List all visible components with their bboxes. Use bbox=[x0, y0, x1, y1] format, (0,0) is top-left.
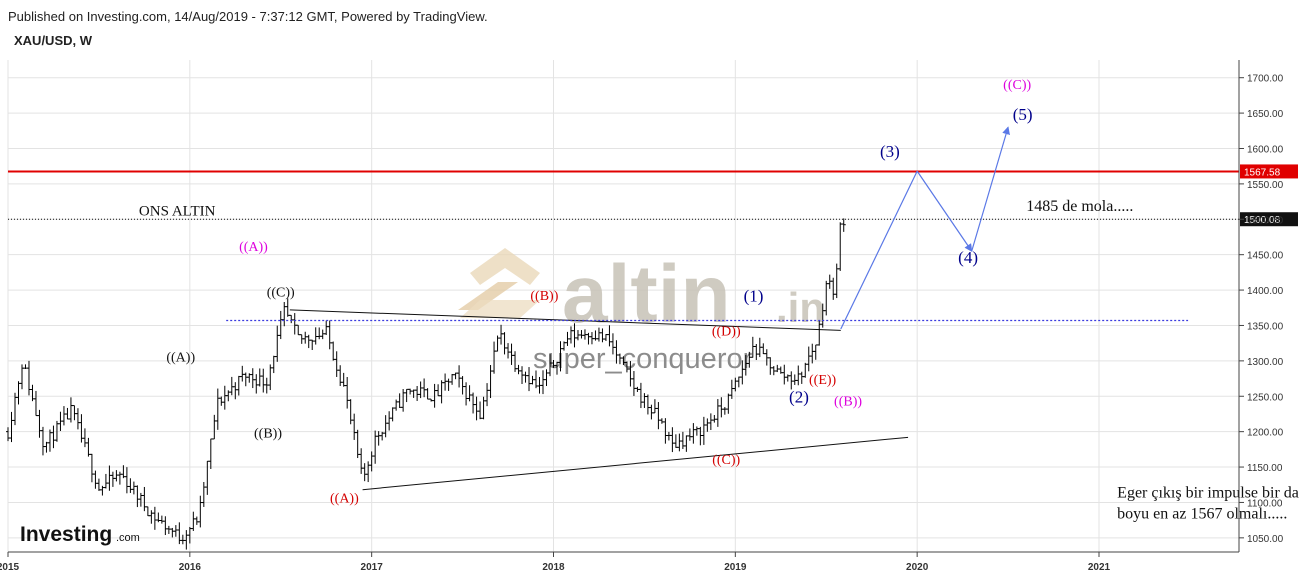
axes: 1050.00 1100.00 1150.00 1200.00 1250.00 1300.… bbox=[0, 60, 1284, 573]
horizontal-levels: 1567.58 1500.08 bbox=[8, 164, 1298, 322]
investing-logo: Investing .com bbox=[20, 523, 140, 546]
y-tick-label: 1550.00 bbox=[1247, 180, 1284, 191]
watermark-domain: .in bbox=[776, 284, 825, 331]
annotation-text: 1485 de mola..... bbox=[1026, 198, 1133, 215]
wave-labels: ((A)) ((B)) ((C)) ((A)) ((B)) ((C)) ((D)) ((E))… bbox=[166, 78, 1032, 506]
wave-label: ((C)) bbox=[1003, 78, 1031, 93]
y-tick-label: 1150.00 bbox=[1247, 463, 1283, 474]
price-tag bbox=[1240, 212, 1298, 227]
published-caption: Published on Investing.com, 14/Aug/2019 … bbox=[8, 9, 488, 24]
projection-segment bbox=[916, 170, 973, 252]
y-tick-label: 1200.00 bbox=[1247, 428, 1284, 439]
x-tick-label: 2015 bbox=[0, 562, 20, 573]
trendline bbox=[289, 309, 841, 331]
wave-label: (3) bbox=[880, 142, 900, 161]
symbol-title: XAU/USD, W bbox=[14, 33, 92, 48]
y-tick-label: 1400.00 bbox=[1247, 286, 1284, 297]
projection-segment bbox=[840, 170, 918, 330]
investing-logo-text: Investing bbox=[20, 523, 112, 546]
price-tag-label: 1567.58 bbox=[1244, 167, 1281, 178]
y-tick-label: 1700.00 bbox=[1247, 74, 1284, 85]
wave-label: ((B)) bbox=[254, 426, 282, 441]
wave-label: (2) bbox=[789, 388, 809, 407]
annotation-text: boyu en az 1567 olmalı..... bbox=[1117, 506, 1287, 523]
watermark-user: super_conqueror bbox=[533, 343, 753, 375]
y-tick-label: 1100.00 bbox=[1247, 498, 1283, 509]
wave-label: ((A)) bbox=[239, 240, 268, 255]
trendlines bbox=[289, 309, 909, 491]
y-tick-label: 1300.00 bbox=[1247, 357, 1284, 368]
price-tag bbox=[1240, 164, 1298, 179]
x-tick-label: 2017 bbox=[361, 562, 384, 573]
annotations: ONS ALTIN 1485 de mola..... Eger çıkış bir… bbox=[139, 198, 1299, 523]
annotation-text: ONS ALTIN bbox=[139, 204, 216, 220]
wave-label: ((C)) bbox=[712, 453, 740, 468]
watermark-brand: altin bbox=[562, 249, 731, 340]
y-tick-label: 1600.00 bbox=[1247, 144, 1284, 155]
annotation-text: Eger çıkış bir impulse bir dalga olacaks… bbox=[1117, 484, 1299, 501]
altin-logo-icon bbox=[458, 282, 518, 310]
y-tick-label: 1650.00 bbox=[1247, 109, 1284, 120]
y-tick-label: 1350.00 bbox=[1247, 321, 1284, 332]
x-tick-label: 2020 bbox=[906, 562, 929, 573]
wave-projection bbox=[840, 126, 1010, 330]
wave-label: ((B)) bbox=[834, 394, 862, 409]
x-tick-label: 2021 bbox=[1088, 562, 1111, 573]
wave-label: ((A)) bbox=[166, 351, 195, 366]
x-tick-label: 2018 bbox=[542, 562, 565, 573]
wave-label: ((D)) bbox=[712, 324, 741, 339]
investing-logo-suffix: .com bbox=[116, 532, 140, 544]
y-tick-label: 1050.00 bbox=[1247, 534, 1284, 545]
x-tick-label: 2016 bbox=[179, 562, 202, 573]
candles bbox=[6, 218, 846, 550]
wave-label: (1) bbox=[744, 286, 764, 305]
trendline bbox=[362, 436, 909, 491]
altin-logo-icon bbox=[470, 248, 540, 285]
price-tag-label: 1500.08 bbox=[1244, 215, 1281, 226]
wave-label: ((E)) bbox=[809, 373, 837, 388]
wave-label: (5) bbox=[1013, 105, 1033, 124]
y-tick-label: 1500.00 bbox=[1247, 215, 1284, 226]
wave-label: ((C)) bbox=[267, 285, 295, 300]
wave-label: ((B)) bbox=[530, 289, 558, 304]
wave-label: ((A)) bbox=[330, 491, 359, 506]
y-tick-label: 1450.00 bbox=[1247, 251, 1284, 262]
y-tick-label: 1250.00 bbox=[1247, 392, 1284, 403]
projection-segment bbox=[971, 126, 1010, 252]
altin-logo-icon bbox=[460, 300, 540, 318]
wave-label: (4) bbox=[958, 248, 978, 267]
altin-watermark: altin .in super_conqueror bbox=[458, 248, 825, 375]
x-tick-label: 2019 bbox=[724, 562, 747, 573]
